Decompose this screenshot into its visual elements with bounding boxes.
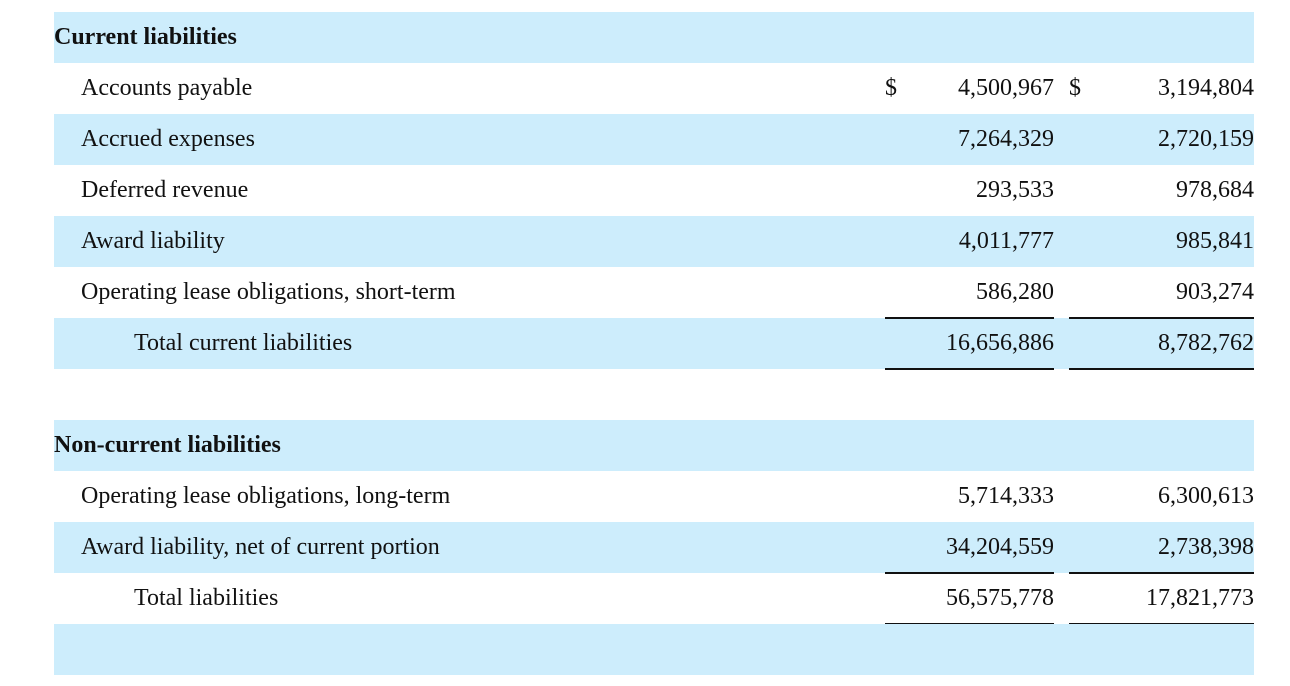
total-row: Total liabilities 56,575,778 17,821,773 — [54, 573, 1254, 624]
underline — [1069, 572, 1254, 574]
value: 3,194,804 — [1158, 75, 1254, 101]
row-label: Accounts payable — [81, 75, 253, 101]
row-label: Deferred revenue — [81, 177, 249, 203]
row-label: Award liability, net of current portion — [81, 534, 440, 560]
table-row: Accounts payable $ $4,500,967 3,194,804 — [54, 63, 1254, 114]
row-label: Accrued expenses — [81, 126, 255, 152]
value: 7,264,329 — [958, 126, 1054, 152]
section-title: Current liabilities — [54, 24, 237, 50]
value: 586,280 — [976, 279, 1054, 305]
table-row: Operating lease obligations, long-term 5,… — [54, 471, 1254, 522]
currency-symbol: $ — [885, 75, 897, 101]
spacer-row — [54, 369, 1254, 420]
table-row: Award liability, net of current portion 3… — [54, 522, 1254, 573]
value: 978,684 — [1176, 177, 1254, 203]
value: 2,738,398 — [1158, 534, 1254, 560]
spacer-row — [54, 624, 1254, 675]
underline — [885, 368, 1054, 370]
total-label: Total current liabilities — [134, 330, 353, 356]
total-value: 56,575,778 — [946, 585, 1054, 611]
row-label: Award liability — [81, 228, 225, 254]
row-label: Operating lease obligations, short-term — [81, 279, 456, 305]
row-label: Operating lease obligations, long-term — [81, 483, 451, 509]
value: 903,274 — [1176, 279, 1254, 305]
value: 293,533 — [976, 177, 1054, 203]
total-value: 17,821,773 — [1146, 585, 1254, 611]
underline — [885, 317, 1054, 319]
value: 34,204,559 — [946, 534, 1054, 560]
value: 4,500,967 — [958, 75, 1054, 101]
table-row: Award liability 4,011,777 985,841 — [54, 216, 1254, 267]
section-title: Non-current liabilities — [54, 432, 281, 458]
table-row: Deferred revenue 293,533 978,684 — [54, 165, 1254, 216]
value: 4,011,777 — [958, 228, 1054, 254]
total-value: 16,656,886 — [946, 330, 1054, 356]
section-header: Current liabilities — [54, 12, 1254, 63]
underline — [1069, 317, 1254, 319]
value: 5,714,333 — [958, 483, 1054, 509]
value: 2,720,159 — [1158, 126, 1254, 152]
section-header: Non-current liabilities — [54, 420, 1254, 471]
underline — [1069, 368, 1254, 370]
underline — [885, 572, 1054, 574]
total-row: Total current liabilities 16,656,886 8,782… — [54, 318, 1254, 369]
table-row: Accrued expenses 7,264,329 2,720,159 — [54, 114, 1254, 165]
total-value: 8,782,762 — [1158, 330, 1254, 356]
table-row: Operating lease obligations, short-term 5… — [54, 267, 1254, 318]
value: 6,300,613 — [1158, 483, 1254, 509]
currency-symbol: $ — [1069, 75, 1081, 101]
value: 985,841 — [1176, 228, 1254, 254]
total-label: Total liabilities — [134, 585, 279, 611]
